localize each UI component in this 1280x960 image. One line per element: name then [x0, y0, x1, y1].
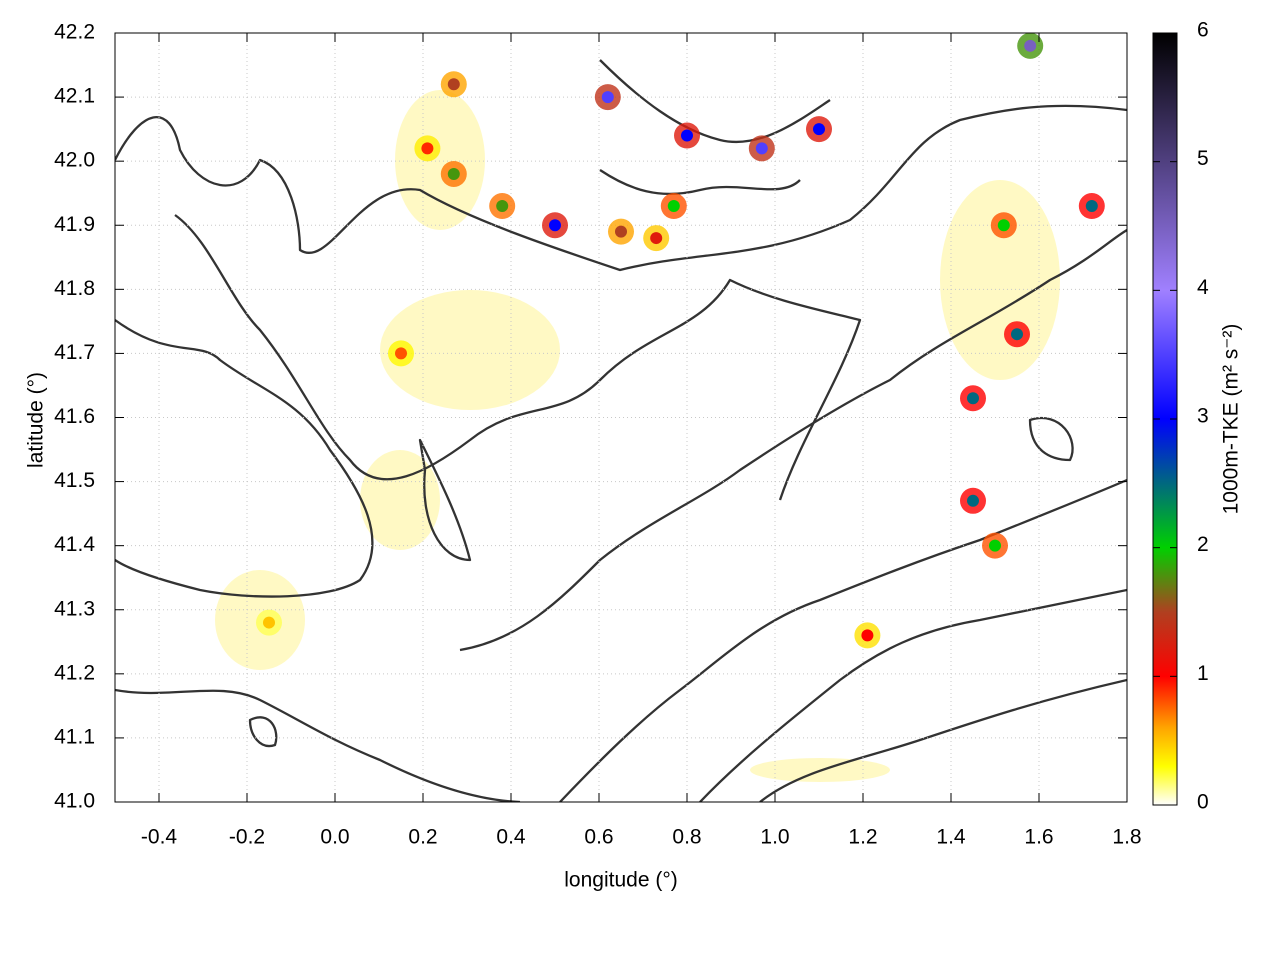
colorbar-tick-label: 2 — [1197, 533, 1209, 556]
hotspot — [1024, 39, 1037, 52]
hotspot — [861, 629, 874, 642]
colorbar-tick-label: 6 — [1197, 19, 1209, 42]
hotspot — [813, 123, 825, 136]
y-tick-label: 41.6 — [54, 405, 95, 428]
hotspot — [263, 616, 275, 629]
colorbar-tick-label: 0 — [1197, 791, 1209, 814]
hotspot — [681, 129, 693, 142]
y-tick-label: 41.1 — [54, 725, 95, 748]
y-tick-label: 42.0 — [54, 149, 95, 172]
hotspot — [447, 78, 460, 91]
y-tick-label: 41.8 — [54, 277, 95, 300]
haze — [360, 450, 440, 550]
y-tick-label: 42.1 — [54, 85, 95, 108]
hotspot — [496, 200, 509, 213]
hotspot — [447, 167, 460, 180]
hotspot — [615, 225, 627, 238]
contour-line — [418, 438, 472, 562]
hotspot — [667, 200, 680, 213]
hotspot — [967, 392, 979, 405]
hotspot — [1085, 200, 1098, 213]
x-tick-label: 0.4 — [496, 826, 526, 849]
contour-line — [699, 588, 1127, 802]
x-tick-label: -0.2 — [229, 826, 265, 849]
haze — [940, 180, 1060, 380]
hotspot — [1011, 328, 1023, 341]
contour-line — [459, 229, 1127, 652]
colorbar-tick-label: 1 — [1197, 662, 1209, 685]
y-tick-label: 41.5 — [54, 469, 95, 492]
contour-line — [559, 478, 1127, 802]
hotspot — [421, 142, 434, 155]
contour-line — [599, 59, 831, 196]
hotspot — [650, 232, 663, 245]
hotspot — [997, 219, 1010, 232]
x-tick-label: 0.8 — [672, 826, 701, 849]
field — [115, 33, 1127, 802]
colorbar-tick-label: 4 — [1197, 276, 1209, 299]
x-axis-label: longitude (°) — [564, 869, 677, 892]
x-tick-label: 0.2 — [408, 826, 437, 849]
y-tick-label: 41.4 — [54, 533, 95, 556]
x-tick-label: 1.2 — [848, 826, 877, 849]
x-tick-label: 1.8 — [1112, 826, 1141, 849]
x-tick-label: 0.6 — [584, 826, 613, 849]
contour-line — [115, 319, 374, 598]
contour-line — [115, 688, 521, 802]
haze — [380, 290, 560, 410]
hotspot — [549, 219, 561, 232]
hotspot — [395, 347, 407, 360]
hotspot — [967, 494, 979, 507]
y-tick-label: 42.2 — [54, 21, 95, 44]
y-tick-label: 41.9 — [54, 213, 95, 236]
y-tick-label: 41.0 — [54, 790, 95, 813]
colorbar-label: 1000m-TKE (m² s⁻²) — [1220, 324, 1243, 515]
y-tick-label: 41.7 — [54, 341, 95, 364]
y-axis-label: latitude (°) — [25, 372, 48, 468]
x-tick-label: 1.4 — [936, 826, 966, 849]
x-tick-label: 1.6 — [1024, 826, 1053, 849]
contour-line — [759, 678, 1127, 802]
hotspot — [989, 539, 1001, 552]
haze — [395, 90, 485, 230]
hotspot — [601, 91, 614, 104]
hotspot — [755, 142, 768, 155]
x-tick-label: 0.0 — [320, 826, 349, 849]
contour-line — [115, 104, 1127, 272]
contour-line — [1028, 417, 1074, 462]
y-tick-label: 41.2 — [54, 661, 95, 684]
y-tick-label: 41.3 — [54, 597, 95, 620]
contour-line — [248, 716, 278, 748]
x-tick-label: -0.4 — [141, 826, 178, 849]
colorbar-tick-label: 3 — [1197, 405, 1209, 428]
x-tick-label: 1.0 — [760, 826, 789, 849]
colorbar-tick-label: 5 — [1197, 147, 1209, 170]
contour-line — [174, 214, 862, 501]
